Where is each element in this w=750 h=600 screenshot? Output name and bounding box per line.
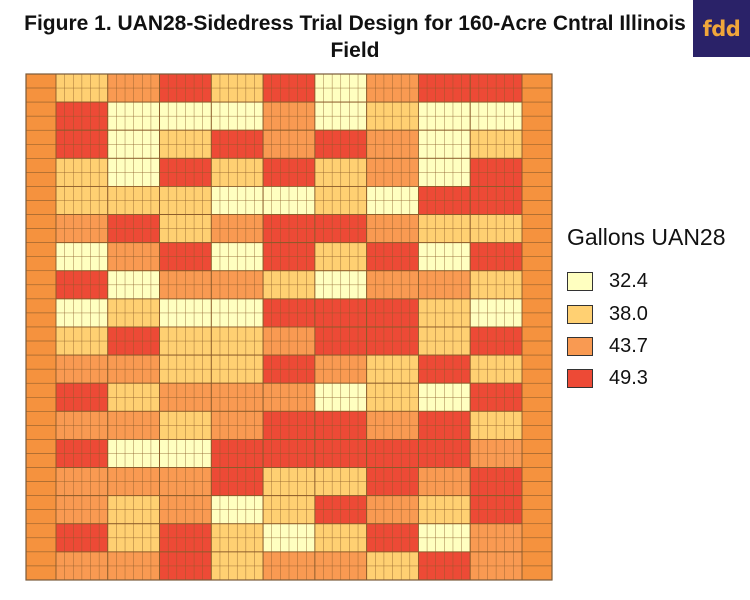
border-strip-right-row [521, 228, 553, 243]
border-strip-right-row [521, 87, 553, 103]
border-strip-left-row [25, 495, 57, 510]
border-strip-right-row [521, 129, 553, 145]
border-strip-left-row [25, 256, 57, 272]
legend-item-3: 43.7 [567, 335, 648, 357]
border-strip-left-row [25, 115, 57, 131]
border-strip-right-row [521, 397, 553, 412]
border-strip-right-row [521, 186, 553, 201]
border-strip-left-row [25, 312, 57, 328]
border-strip-right-row [521, 411, 553, 426]
border-strip-left-row [25, 172, 57, 187]
legend-label-1: 32.4 [609, 269, 648, 292]
border-strip-right-row [521, 172, 553, 187]
legend-label-4: 49.3 [609, 366, 648, 389]
fdd-logo-text: fdd [702, 16, 741, 41]
border-strip-right-row [521, 298, 553, 314]
border-strip-left-row [25, 565, 57, 581]
border-strip-left-row [25, 481, 57, 496]
legend-item-2: 38.0 [567, 303, 648, 325]
border-strip-right-row [521, 368, 553, 384]
border-strip-left-row [25, 228, 57, 243]
border-strip-left-row [25, 158, 57, 173]
border-strip-left-row [25, 382, 57, 398]
legend-swatch-4 [567, 368, 593, 388]
border-strip-left-row [25, 186, 57, 201]
border-strip-right-row [521, 115, 553, 131]
border-strip-right-row [521, 242, 553, 257]
border-strip-left-row [25, 509, 57, 525]
legend-label-3: 43.7 [609, 334, 648, 357]
border-strip-right-row [521, 551, 553, 567]
border-strip-left-row [25, 439, 57, 454]
border-strip-left-row [25, 340, 57, 356]
legend-item-4: 49.3 [567, 367, 648, 389]
border-strip-right-row [521, 481, 553, 496]
border-strip-right-row [521, 425, 553, 440]
border-strip-right-row [521, 439, 553, 454]
fdd-logo: fdd [693, 0, 750, 57]
border-strip-left-row [25, 242, 57, 257]
border-strip-right-row [521, 537, 553, 553]
border-strip-left-row [25, 453, 57, 468]
legend-title: Gallons UAN28 [567, 224, 726, 250]
legend-label-2: 38.0 [609, 302, 648, 325]
border-strip-right-row [521, 214, 553, 229]
border-strip-right-row [521, 312, 553, 328]
border-strip-right-row [521, 354, 553, 370]
border-strip-right-row [521, 158, 553, 173]
border-strip-right-row [521, 200, 553, 215]
border-strip-right-row [521, 73, 553, 89]
border-strip-left-row [25, 397, 57, 412]
border-strip-right-row [521, 467, 553, 482]
border-strip-left-row [25, 523, 57, 539]
border-strip-left-row [25, 368, 57, 384]
border-strip-left-row [25, 354, 57, 370]
border-strip-left-row [25, 284, 57, 300]
legend-swatch-2 [567, 304, 593, 324]
legend-item-1: 32.4 [567, 270, 648, 292]
border-strip-right-row [521, 256, 553, 272]
border-strip-left-row [25, 129, 57, 145]
field-boundary [25, 73, 553, 581]
border-strip-right-row [521, 509, 553, 525]
border-strip-left-row [25, 270, 57, 286]
border-strip-right-row [521, 144, 553, 159]
border-strip-right-row [521, 270, 553, 286]
legend-swatch-3 [567, 336, 593, 356]
border-strip-left-row [25, 537, 57, 553]
border-strip-right-row [521, 495, 553, 510]
border-strip-right-row [521, 101, 553, 117]
border-strip-left-row [25, 214, 57, 229]
border-strip-left-row [25, 87, 57, 103]
border-strip-right-row [521, 326, 553, 342]
figure-title: Figure 1. UAN28-Sidedress Trial Design f… [24, 12, 686, 62]
border-strip-right-row [521, 284, 553, 300]
border-strip-right-row [521, 340, 553, 356]
border-strip-right-row [521, 382, 553, 398]
border-strip-left-row [25, 144, 57, 159]
border-strip-right-row [521, 523, 553, 539]
border-strip-left-row [25, 411, 57, 426]
legend-swatch-1 [567, 271, 593, 291]
border-strip-right-row [521, 453, 553, 468]
border-strip-left-row [25, 73, 57, 89]
border-strip-left-row [25, 298, 57, 314]
border-strip-right-row [521, 565, 553, 581]
border-strip-left-row [25, 200, 57, 215]
border-strip-left-row [25, 425, 57, 440]
border-strip-left-row [25, 551, 57, 567]
border-strip-left-row [25, 101, 57, 117]
border-strip-left-row [25, 326, 57, 342]
border-strip-left-row [25, 467, 57, 482]
